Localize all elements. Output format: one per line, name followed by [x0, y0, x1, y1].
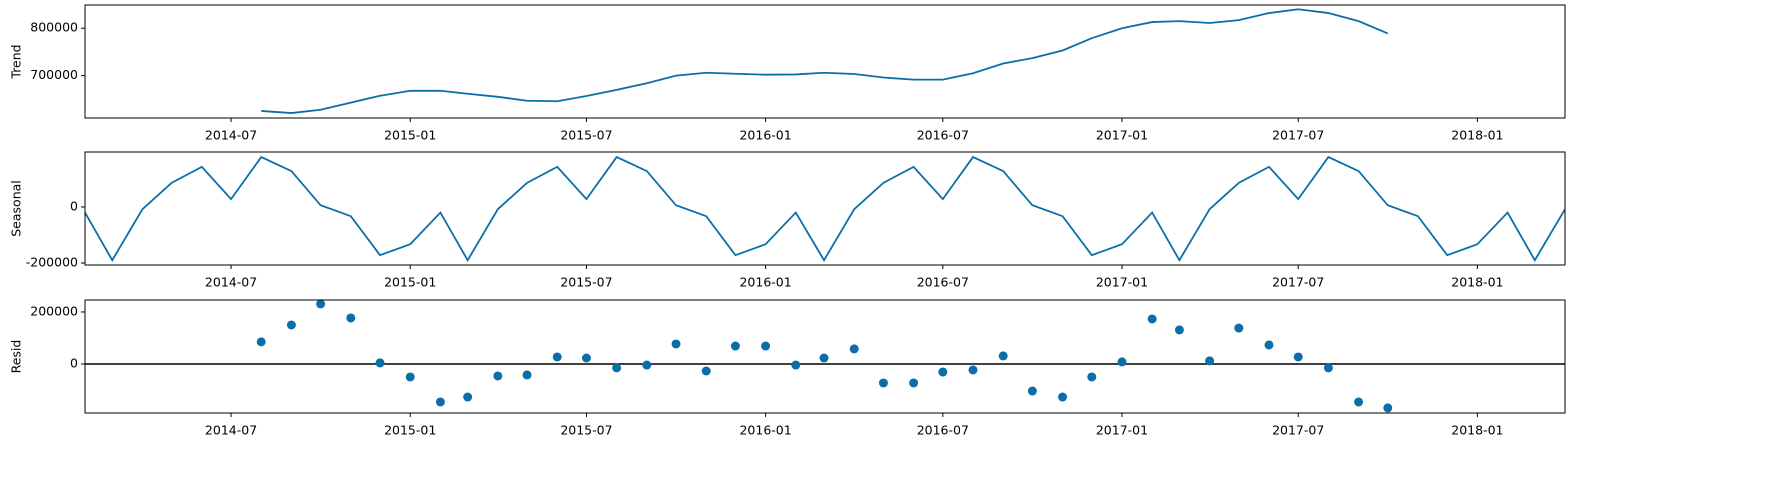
y-tick-label: 200000 [30, 303, 78, 318]
resid-point [761, 341, 771, 351]
x-tick-label: 2016-07 [917, 128, 969, 143]
resid-point [1234, 323, 1244, 333]
series-line [84, 155, 1566, 263]
y-tick-label: -200000 [26, 255, 78, 270]
y-tick-label: 0 [70, 355, 78, 370]
resid-point [791, 360, 801, 370]
x-tick-label: 2014-07 [205, 128, 257, 143]
x-tick-label: 2016-07 [917, 423, 969, 438]
x-tick-label: 2014-07 [205, 423, 257, 438]
resid-point [849, 344, 859, 354]
x-tick-label: 2017-07 [1272, 128, 1324, 143]
resid-point [581, 353, 591, 363]
resid-point [405, 372, 415, 382]
x-tick-label: 2015-07 [560, 423, 612, 438]
series-line [261, 8, 1389, 114]
y-axis-label: Resid [9, 340, 24, 374]
x-tick-label: 2015-07 [560, 275, 612, 290]
resid-point [316, 299, 326, 309]
x-tick-label: 2016-01 [739, 275, 791, 290]
resid-point [522, 370, 532, 380]
x-tick-label: 2018-01 [1451, 275, 1503, 290]
resid-point [1027, 386, 1037, 396]
x-tick-label: 2016-01 [739, 423, 791, 438]
resid-point [1323, 363, 1333, 373]
resid-point [730, 341, 740, 351]
resid-point [435, 397, 445, 407]
resid-point [938, 367, 948, 377]
resid-point [1174, 325, 1184, 335]
axes-frame [84, 151, 1566, 266]
resid-point [463, 392, 473, 402]
resid-point [909, 378, 919, 388]
y-tick-label: 800000 [30, 20, 78, 35]
resid-point [346, 313, 356, 323]
x-tick-label: 2018-01 [1451, 423, 1503, 438]
resid-point [819, 353, 829, 363]
x-tick-label: 2014-07 [205, 275, 257, 290]
resid-point [552, 352, 562, 362]
x-tick-label: 2015-01 [384, 423, 436, 438]
resid-point [701, 366, 711, 376]
resid-point [1354, 397, 1364, 407]
x-tick-label: 2017-01 [1096, 128, 1148, 143]
resid-point [1293, 352, 1303, 362]
resid-point [612, 363, 622, 373]
resid-point [256, 337, 266, 347]
resid-point [1117, 357, 1127, 367]
y-tick-label: 700000 [30, 67, 78, 82]
resid-point [671, 339, 681, 349]
resid-point [878, 378, 888, 388]
resid-point [1147, 314, 1157, 324]
y-tick-label: 0 [70, 198, 78, 213]
axes-frame [84, 299, 1566, 414]
x-tick-label: 2015-01 [384, 275, 436, 290]
x-tick-label: 2017-07 [1272, 275, 1324, 290]
x-tick-label: 2017-01 [1096, 275, 1148, 290]
resid-point [493, 371, 503, 381]
resid-point [286, 320, 296, 330]
x-tick-label: 2018-01 [1451, 128, 1503, 143]
resid-point [968, 365, 978, 375]
axes-frame [84, 4, 1566, 119]
x-tick-label: 2017-07 [1272, 423, 1324, 438]
resid-point [1087, 372, 1097, 382]
resid-point [998, 351, 1008, 361]
resid-point [1383, 403, 1393, 413]
y-axis-label: Trend [9, 44, 24, 79]
x-tick-label: 2016-07 [917, 275, 969, 290]
x-tick-label: 2017-01 [1096, 423, 1148, 438]
resid-point [1205, 356, 1215, 366]
x-tick-label: 2015-01 [384, 128, 436, 143]
resid-point [1264, 340, 1274, 350]
resid-point [642, 360, 652, 370]
x-tick-label: 2016-01 [739, 128, 791, 143]
y-axis-label: Seasonal [9, 180, 24, 237]
x-tick-label: 2015-07 [560, 128, 612, 143]
resid-point [375, 358, 385, 368]
resid-point [1058, 392, 1068, 402]
